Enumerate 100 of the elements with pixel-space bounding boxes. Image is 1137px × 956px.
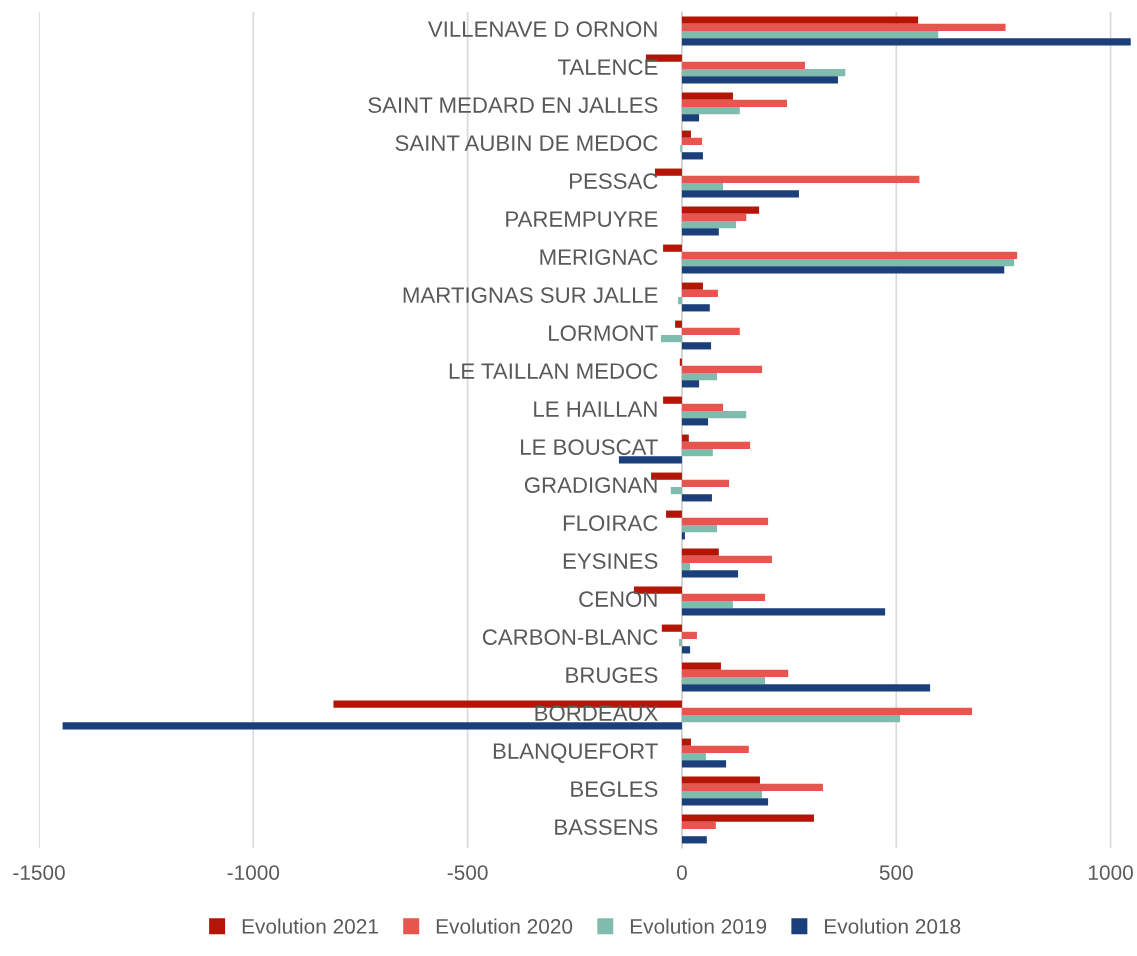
bar [681, 69, 846, 77]
bar [681, 776, 760, 784]
bar [681, 289, 718, 297]
bar [663, 244, 682, 252]
bar [681, 342, 712, 350]
y-tick-label: MARTIGNAS SUR JALLE [403, 287, 658, 303]
bar [681, 570, 739, 578]
y-tick-label: CENON [579, 591, 657, 607]
bar [681, 418, 709, 426]
bar [681, 221, 736, 229]
bar [681, 434, 689, 442]
y-tick-label: EYSINES [563, 553, 658, 569]
x-tick-label: -1000 [227, 865, 280, 880]
bar [681, 601, 733, 609]
y-tick-label: BRUGES [566, 667, 658, 683]
bar [681, 555, 772, 563]
bar [681, 525, 718, 533]
bar [670, 487, 682, 495]
y-tick-label: LE HAILLAN [534, 401, 657, 417]
bar [681, 684, 931, 692]
bar [681, 107, 740, 115]
bar [681, 266, 1005, 274]
legend-label: Evolution 2020 [436, 918, 573, 934]
bar [675, 320, 682, 328]
bar [681, 114, 700, 122]
bar [681, 798, 769, 806]
y-tick-label: BEGLES [571, 781, 658, 797]
bar [681, 836, 707, 844]
bar [681, 259, 1015, 267]
y-tick-label: PAREMPUYRE [506, 211, 658, 227]
bar [681, 760, 727, 768]
bar [681, 373, 718, 381]
bar [678, 297, 682, 305]
bar [681, 548, 719, 556]
legend-label: Evolution 2019 [630, 918, 767, 934]
y-tick-label: PESSAC [570, 173, 658, 189]
bar [681, 677, 766, 685]
bar [681, 563, 691, 571]
bar [681, 494, 712, 502]
bar [681, 715, 901, 723]
bar [681, 183, 724, 191]
x-tick-label: 500 [879, 865, 913, 880]
bar [681, 608, 886, 616]
bar [681, 791, 763, 799]
bar [681, 631, 697, 639]
y-tick-label: CARBON-BLANC [482, 629, 658, 645]
bar [681, 61, 805, 69]
y-tick-label: SAINT AUBIN DE MEDOC [395, 135, 658, 151]
bar [681, 190, 799, 198]
bar [681, 31, 939, 39]
bar [681, 206, 760, 214]
bar [681, 814, 814, 822]
bar [681, 365, 763, 373]
bar [681, 130, 691, 138]
bar [661, 624, 682, 632]
bar [681, 99, 787, 107]
bar [681, 403, 724, 411]
x-tick-label: 1000 [1088, 865, 1133, 880]
bar [681, 745, 749, 753]
bar [681, 593, 766, 601]
legend-label: Evolution 2021 [242, 918, 378, 934]
bar [618, 456, 682, 464]
bar [663, 396, 682, 404]
bar [681, 783, 823, 791]
bar [681, 411, 747, 419]
bar [681, 23, 1006, 31]
y-tick-label: SAINT MEDARD EN JALLES [368, 97, 658, 113]
bar [681, 16, 919, 24]
bar [681, 213, 747, 221]
y-tick-label: LE TAILLAN MEDOC [449, 363, 658, 379]
bar [681, 517, 769, 525]
legend-label: Evolution 2018 [825, 918, 961, 934]
bar [681, 669, 789, 677]
bar [681, 662, 721, 670]
bar [681, 76, 838, 84]
bar [681, 251, 1018, 259]
bar [681, 92, 733, 100]
y-tick-label: VILLENAVE D ORNON [427, 21, 657, 37]
bar [681, 646, 691, 654]
bar [62, 722, 682, 730]
x-tick-label: -500 [447, 865, 488, 880]
y-tick-label: BASSENS [555, 819, 658, 835]
bar [681, 738, 691, 746]
bar [681, 753, 706, 761]
bar [681, 228, 719, 236]
bar [681, 282, 703, 290]
bar [681, 38, 1131, 46]
bar [678, 639, 682, 647]
bar [681, 304, 710, 312]
x-tick-label: -1500 [13, 865, 65, 880]
y-tick-label: BLANQUEFORT [493, 743, 658, 763]
y-tick-label: FLOIRAC [563, 515, 658, 531]
y-tick-label: LE BOUSCAT [521, 439, 658, 455]
y-tick-label: TALENCE [558, 59, 658, 75]
bar [679, 358, 682, 366]
bar [681, 175, 920, 183]
x-tick-label: 0 [676, 865, 687, 880]
bar [681, 821, 716, 829]
bar [681, 152, 703, 160]
bar [681, 532, 685, 540]
